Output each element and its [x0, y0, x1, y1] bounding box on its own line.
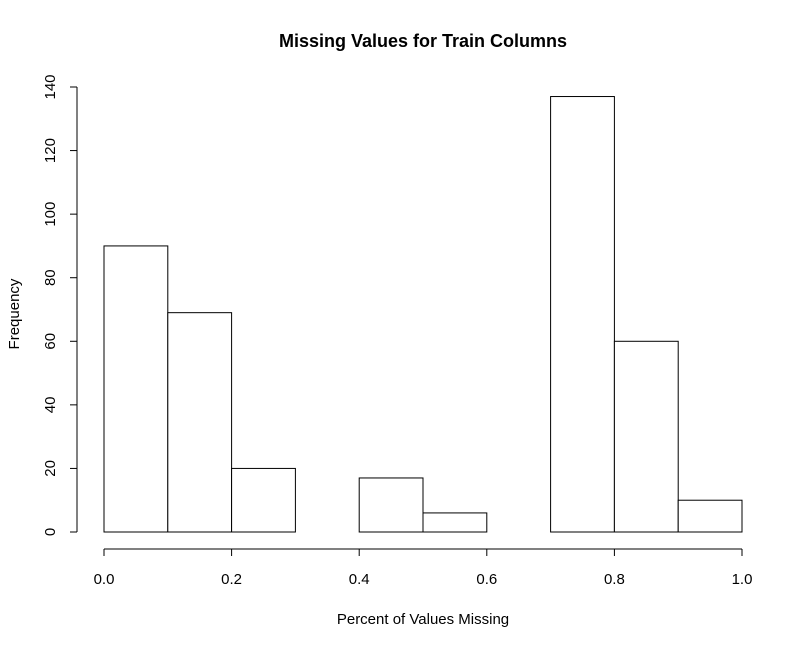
y-tick-label: 80 [42, 269, 59, 286]
y-tick-label: 60 [42, 333, 59, 350]
bars-layer [103, 96, 743, 533]
y-tick-label: 140 [42, 74, 59, 99]
x-tick-label: 0.4 [349, 571, 370, 588]
y-tick-label: 0 [42, 528, 59, 536]
y-tick-label: 100 [42, 202, 59, 227]
x-axis: 0.0 0.2 0.4 0.6 0.8 1.0 [94, 548, 753, 588]
x-tick-label: 1.0 [732, 571, 753, 588]
histogram-bar [677, 499, 743, 533]
x-tick-label: 0.8 [604, 571, 625, 588]
x-tick-label: 0.6 [476, 571, 497, 588]
y-tick-label: 20 [42, 460, 59, 477]
histogram-bar [167, 312, 233, 533]
histogram-bar [103, 245, 169, 533]
x-tick-label: 0.2 [221, 571, 242, 588]
histogram-bar [550, 96, 615, 533]
chart-title: Missing Values for Train Columns [279, 31, 567, 51]
histogram-bar [613, 340, 679, 533]
x-axis-title: Percent of Values Missing [337, 611, 509, 628]
histogram-bar [231, 467, 296, 533]
y-tick-label: 40 [42, 397, 59, 414]
y-tick-label: 120 [42, 138, 59, 163]
y-axis: 0 20 40 60 80 100 120 140 [42, 74, 78, 536]
histogram-bar [358, 477, 424, 533]
histogram-bar [422, 512, 488, 533]
y-axis-title: Frequency [6, 278, 23, 349]
x-tick-label: 0.0 [94, 571, 115, 588]
